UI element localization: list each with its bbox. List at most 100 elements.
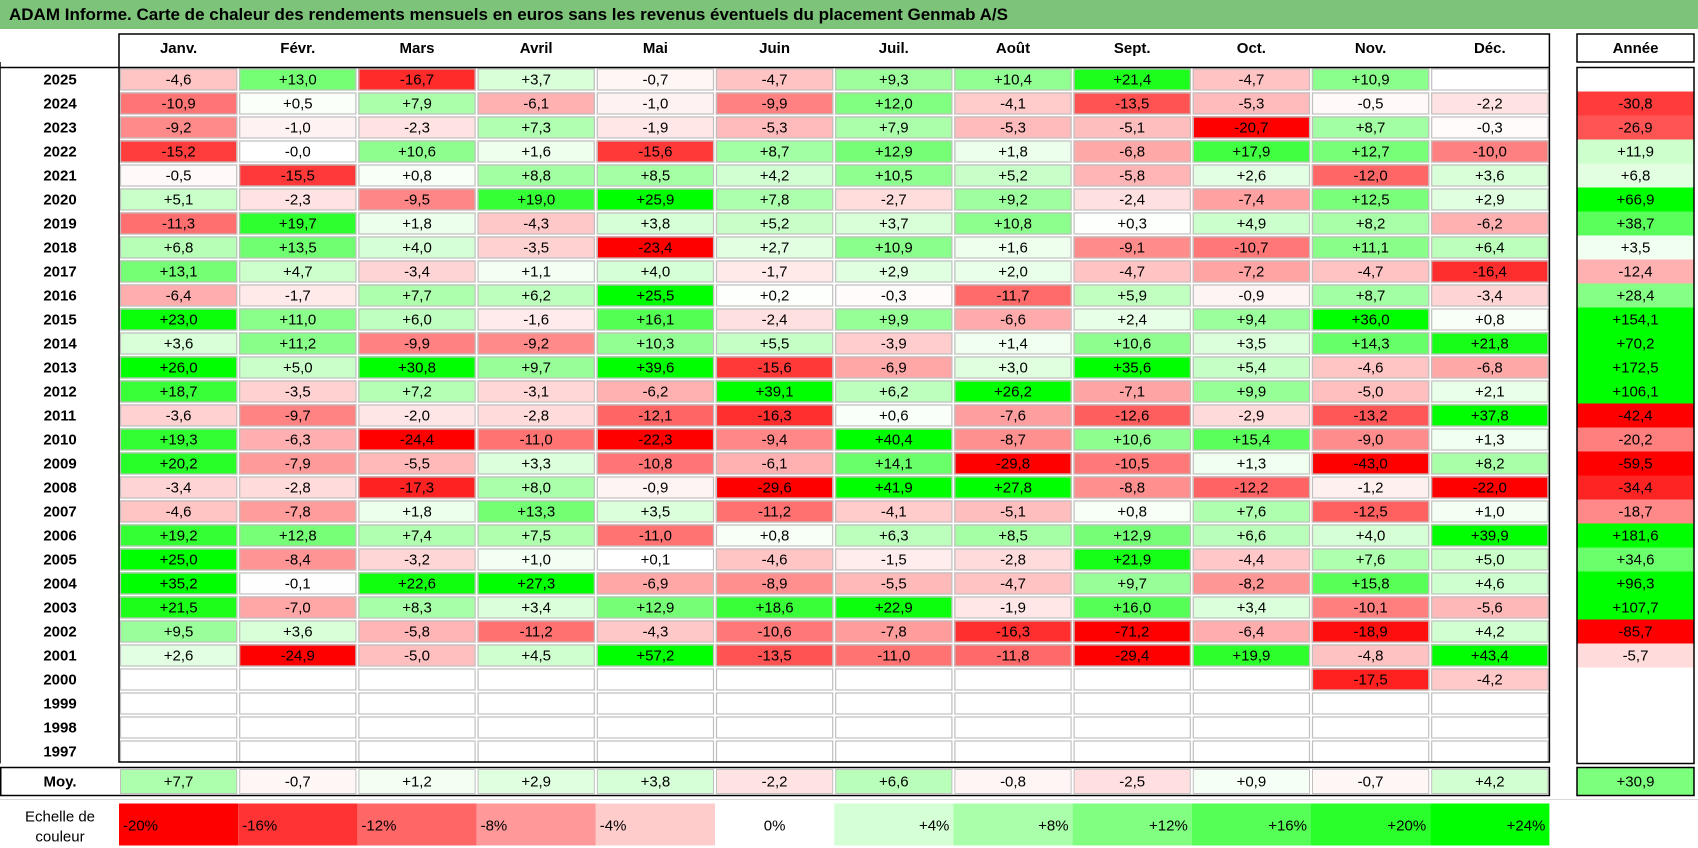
annual-cell	[1577, 163, 1694, 188]
heat-cell-frame	[835, 116, 953, 139]
heat-cell-frame	[477, 428, 595, 451]
cell-value: -4,1	[881, 504, 907, 521]
heat-cell-frame	[596, 404, 715, 427]
heat-cell-frame	[1311, 620, 1430, 643]
heat-cell	[1191, 258, 1312, 285]
heat-cell-frame	[119, 572, 238, 595]
cell-value: -6,2	[642, 384, 668, 401]
year-label: 2024	[43, 96, 77, 113]
cell-value: +8,2	[1475, 456, 1505, 473]
average-cell	[239, 769, 357, 794]
cell-value: +7,2	[402, 384, 432, 401]
heat-cell-frame	[1192, 596, 1311, 619]
heat-cell-frame	[1192, 332, 1311, 355]
cell-value: -9,7	[285, 408, 311, 425]
heat-cell	[1071, 306, 1193, 333]
cell-value: -5,3	[762, 120, 788, 137]
annual-cell	[1577, 379, 1694, 404]
chart-title: ADAM Informe. Carte de chaleur des rende…	[0, 0, 1698, 29]
cell-value: +0,8	[1475, 312, 1505, 329]
cell-value: -10,6	[757, 624, 791, 641]
cell-value: -12,2	[1234, 480, 1268, 497]
heat-cell-frame	[119, 260, 238, 283]
year-label: 1998	[43, 720, 76, 737]
annual-value: +66,9	[1617, 192, 1655, 209]
heat-cell-frame	[1073, 548, 1191, 571]
heat-cell-frame	[715, 164, 834, 187]
heat-cell-frame	[1073, 140, 1191, 163]
heat-cell-frame	[715, 548, 834, 571]
heat-cell-frame	[1311, 500, 1430, 523]
average-cell	[477, 769, 595, 794]
scale-step-label: 0%	[764, 818, 786, 835]
heat-cell	[1191, 330, 1312, 357]
heat-cell-frame	[835, 380, 953, 403]
cell-value: -9,2	[523, 336, 549, 353]
heat-cell-frame	[954, 548, 1072, 571]
cell-value: -6,8	[1477, 360, 1503, 377]
heat-cell-frame	[1431, 308, 1549, 331]
cell-value: -5,0	[404, 648, 430, 665]
heat-cell	[475, 282, 597, 309]
heat-cell-frame	[715, 692, 834, 715]
heat-cell	[356, 714, 478, 741]
cell-value: -10,0	[1473, 144, 1507, 161]
heat-cell	[833, 90, 955, 117]
heat-cell-frame	[954, 572, 1072, 595]
heat-cell	[1071, 354, 1193, 381]
cell-value: -22,3	[638, 432, 672, 449]
cell-value: -2,8	[285, 480, 311, 497]
heat-cell-frame	[954, 284, 1072, 307]
year-label: 2025	[43, 72, 76, 89]
heat-cell-frame	[1192, 452, 1311, 475]
heat-cell-frame	[1431, 140, 1549, 163]
heat-cell	[1310, 402, 1431, 429]
heat-cell-frame	[715, 404, 834, 427]
heat-cell-frame	[1192, 644, 1311, 667]
cell-value: -5,3	[1238, 96, 1264, 113]
cell-value: -6,4	[166, 288, 192, 305]
heat-cell-frame	[477, 596, 595, 619]
cell-value: +10,6	[398, 144, 436, 161]
cell-value: +57,2	[636, 648, 674, 665]
cell-value: -2,3	[285, 192, 311, 209]
heat-cell	[952, 714, 1074, 741]
heat-cell-frame	[1192, 404, 1311, 427]
heat-cell-frame	[596, 212, 715, 235]
annual-cell	[1577, 523, 1694, 548]
heat-cell-frame	[1431, 212, 1549, 235]
cell-value: +3,6	[283, 624, 313, 641]
heat-cell-frame	[1431, 524, 1549, 547]
heat-cell	[833, 66, 955, 93]
cell-value: -7,4	[1238, 192, 1264, 209]
cell-value: +18,7	[160, 384, 198, 401]
heat-cell-frame	[715, 212, 834, 235]
heat-cell-frame	[477, 116, 595, 139]
cell-value: -17,5	[1353, 672, 1387, 689]
heat-cell-frame	[1311, 308, 1430, 331]
cell-value: -5,1	[1000, 504, 1026, 521]
cell-value: +25,5	[636, 288, 674, 305]
heat-cell	[1191, 474, 1312, 501]
cell-value: -4,4	[1238, 552, 1264, 569]
heat-cell	[833, 570, 955, 597]
heat-cell	[1429, 162, 1551, 189]
cell-value: -11,2	[758, 504, 791, 521]
heat-cell-frame	[596, 620, 715, 643]
cell-value: -3,6	[166, 408, 192, 425]
cell-value: -6,8	[1119, 144, 1145, 161]
heat-cell-frame	[596, 188, 715, 211]
heat-cell	[356, 618, 478, 645]
heat-cell-frame	[119, 524, 238, 547]
heat-cell	[1429, 282, 1551, 309]
cell-value: +1,3	[1237, 456, 1267, 473]
heat-cell	[475, 114, 597, 141]
heat-cell	[1191, 522, 1312, 549]
cell-value: -12,5	[1353, 504, 1387, 521]
annual-cell	[1577, 715, 1694, 740]
heat-cell-frame	[596, 356, 715, 379]
heat-cell	[1071, 90, 1193, 117]
heat-cell	[595, 714, 716, 741]
cell-value: +2,6	[1237, 168, 1267, 185]
heat-cell-frame	[596, 284, 715, 307]
